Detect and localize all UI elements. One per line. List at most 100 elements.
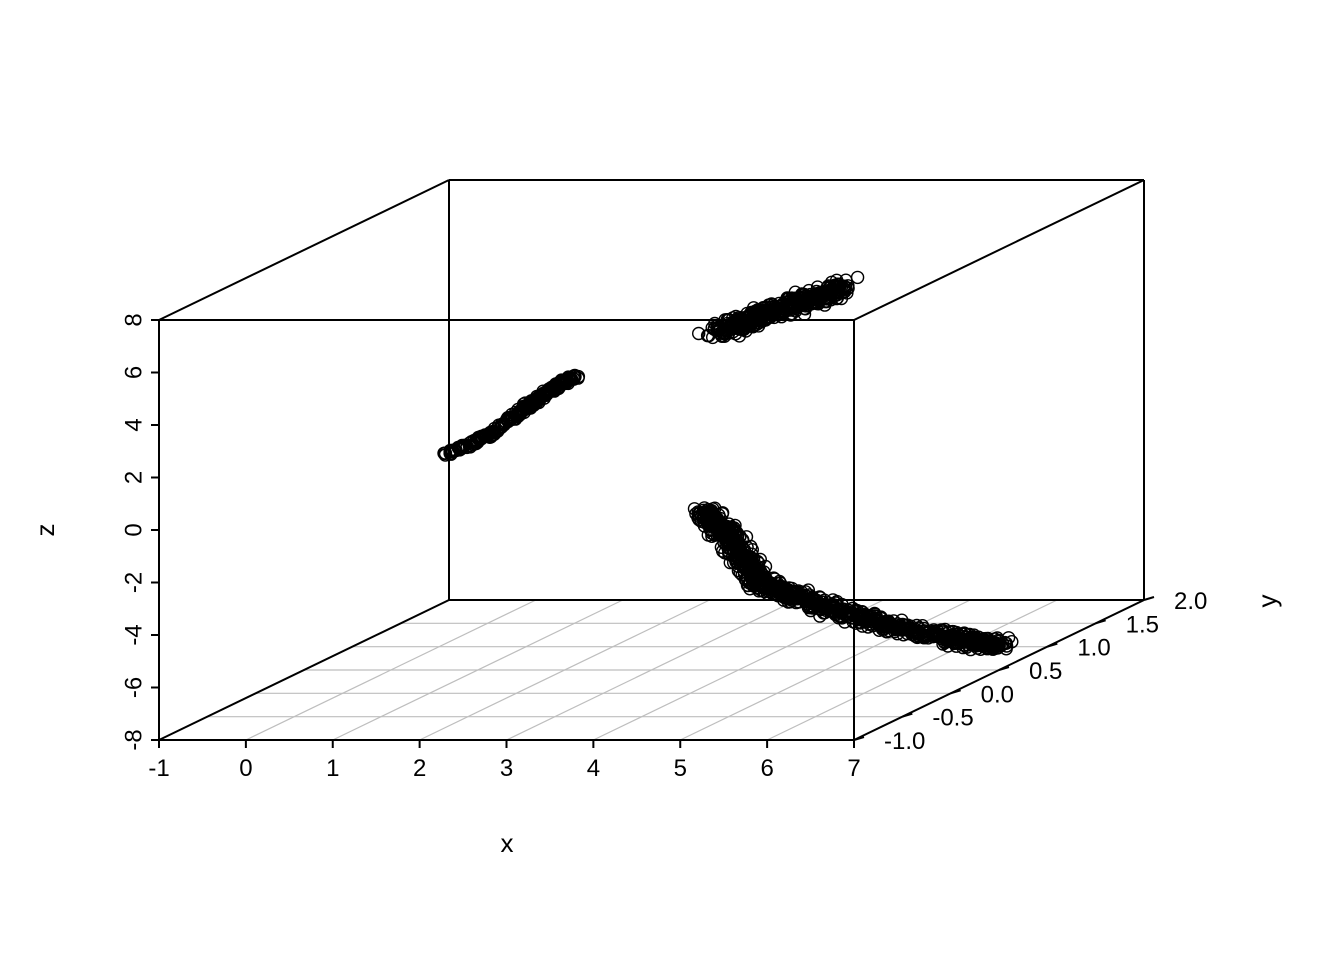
x-tick-label: 2 bbox=[413, 755, 426, 782]
data-point bbox=[705, 513, 720, 527]
data-point bbox=[484, 425, 499, 440]
data-point bbox=[743, 582, 757, 596]
data-point bbox=[537, 386, 552, 401]
data-point bbox=[798, 594, 812, 609]
y-tick bbox=[1095, 619, 1106, 625]
data-point bbox=[751, 556, 766, 570]
data-point bbox=[878, 614, 893, 629]
data-point bbox=[802, 283, 816, 298]
data-point bbox=[923, 624, 937, 638]
data-point bbox=[805, 590, 820, 604]
y-tick-label: 0.5 bbox=[1029, 658, 1062, 685]
y-tick bbox=[1047, 642, 1058, 648]
data-point bbox=[813, 591, 828, 605]
data-point bbox=[737, 316, 751, 330]
data-point bbox=[856, 609, 870, 624]
data-point bbox=[487, 421, 502, 436]
x-tick-label: 3 bbox=[500, 755, 513, 782]
y-tick bbox=[998, 666, 1010, 671]
data-point bbox=[729, 526, 744, 540]
data-point bbox=[730, 556, 744, 570]
data-point bbox=[798, 297, 812, 311]
data-point bbox=[918, 624, 932, 638]
x-tick-label: -1 bbox=[148, 755, 169, 782]
y-tick bbox=[1143, 596, 1155, 601]
data-points bbox=[437, 270, 1019, 657]
data-point bbox=[737, 554, 751, 568]
data-point bbox=[460, 440, 474, 455]
x-tick-label: 5 bbox=[674, 755, 687, 782]
data-point bbox=[752, 584, 766, 598]
data-point bbox=[757, 309, 771, 323]
data-point bbox=[805, 601, 820, 615]
x-tick-label: 6 bbox=[760, 755, 773, 782]
x-tick-label: 4 bbox=[587, 755, 600, 782]
y-tick-label: 0.0 bbox=[981, 681, 1014, 708]
data-point bbox=[710, 514, 724, 528]
data-point bbox=[912, 625, 926, 639]
axis-labels: -1 0 1 2 3 4 5 6 7 -8 -6 -4 -2 0 2 4 6 8 -1.0 -0.5 0.0 0.5 1.0… bbox=[120, 313, 1207, 782]
z-axis-title: z bbox=[30, 524, 60, 537]
data-point bbox=[941, 639, 955, 653]
box-edge bbox=[853, 179, 1145, 321]
data-point bbox=[813, 609, 827, 623]
data-point bbox=[692, 326, 706, 341]
z-tick-label: 8 bbox=[120, 313, 147, 326]
data-point bbox=[789, 590, 803, 605]
data-point bbox=[524, 401, 538, 415]
data-point bbox=[783, 307, 797, 322]
box-edge bbox=[158, 179, 450, 321]
data-point bbox=[533, 389, 547, 404]
data-point bbox=[767, 307, 781, 321]
data-point bbox=[447, 443, 462, 457]
data-point bbox=[540, 385, 554, 399]
y-tick-label: 1.5 bbox=[1126, 611, 1159, 638]
plot-box bbox=[158, 179, 1145, 741]
z-tick-label: 0 bbox=[120, 523, 147, 536]
data-point bbox=[846, 607, 860, 621]
data-point bbox=[882, 617, 896, 631]
x-tick-label: 7 bbox=[847, 755, 860, 782]
data-point bbox=[814, 293, 828, 307]
data-point bbox=[779, 292, 794, 307]
data-point bbox=[949, 639, 963, 653]
box-edge bbox=[158, 599, 450, 741]
data-point bbox=[510, 410, 524, 424]
data-point bbox=[979, 631, 993, 646]
data-point bbox=[744, 317, 759, 332]
data-point bbox=[720, 526, 735, 540]
data-point bbox=[502, 412, 516, 426]
data-point bbox=[560, 374, 574, 388]
data-point bbox=[722, 326, 736, 340]
data-point bbox=[751, 307, 765, 321]
data-point bbox=[704, 505, 718, 519]
data-point bbox=[987, 641, 1001, 655]
data-point bbox=[823, 289, 838, 304]
data-point bbox=[717, 518, 731, 533]
x-tick-label: 1 bbox=[326, 755, 339, 782]
data-point bbox=[720, 319, 734, 333]
data-point bbox=[687, 502, 702, 516]
data-point bbox=[850, 270, 865, 285]
z-tick-label: -2 bbox=[120, 572, 147, 593]
y-tick-label: 1.0 bbox=[1077, 635, 1110, 662]
data-point bbox=[723, 555, 737, 570]
data-point bbox=[750, 578, 764, 592]
data-point bbox=[708, 528, 722, 542]
data-point bbox=[991, 641, 1005, 655]
z-tick-label: 6 bbox=[120, 366, 147, 379]
data-point bbox=[794, 290, 809, 305]
y-tick-label: 2.0 bbox=[1174, 588, 1207, 615]
y-tick bbox=[853, 736, 865, 741]
z-tick-label: -6 bbox=[120, 677, 147, 698]
data-point bbox=[785, 586, 799, 600]
x-axis-title: x bbox=[501, 828, 514, 858]
data-point bbox=[747, 301, 761, 315]
data-point bbox=[991, 637, 1005, 651]
data-point bbox=[756, 568, 770, 582]
data-point bbox=[708, 517, 723, 531]
y-tick-label: -1.0 bbox=[884, 728, 925, 755]
z-tick-label: -4 bbox=[120, 624, 147, 645]
y-tick bbox=[950, 689, 961, 695]
